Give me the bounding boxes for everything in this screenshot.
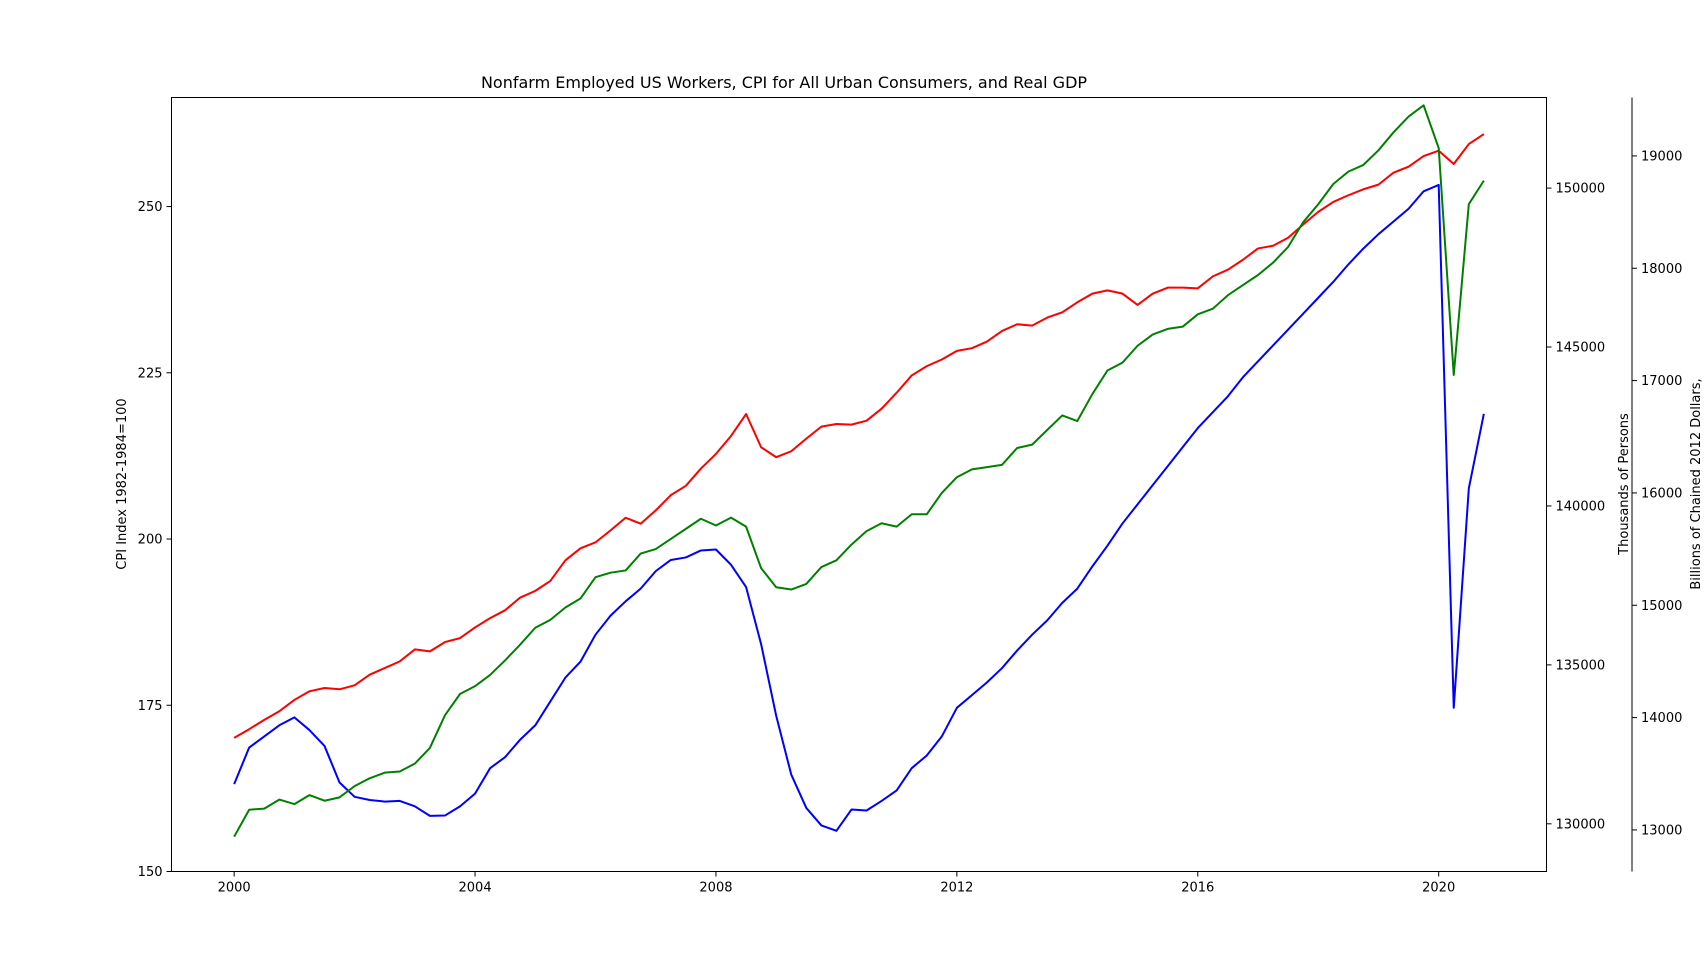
x-tick-label: 2008 — [699, 881, 732, 896]
left-tick-label: 200 — [138, 533, 163, 548]
right2-tick-label: 13000 — [1641, 823, 1682, 838]
left-axis-label: CPI Index 1982-1984=100 — [115, 398, 130, 569]
right2-tick-label: 16000 — [1641, 486, 1682, 501]
right2-axis-label: Billions of Chained 2012 Dollars, — [1689, 378, 1704, 589]
x-tick-label: 2000 — [218, 881, 251, 896]
x-tick-label: 2020 — [1422, 881, 1455, 896]
x-tick-label: 2016 — [1181, 881, 1214, 896]
right-tick-label: 135000 — [1556, 658, 1606, 673]
right2-tick-label: 14000 — [1641, 711, 1682, 726]
cpi-series-line — [233, 133, 1485, 739]
x-tick-label: 2004 — [459, 881, 492, 896]
right-tick-label: 145000 — [1556, 341, 1606, 356]
employment-series-line — [233, 183, 1485, 832]
right-axis-label: Thousands of Persons — [1617, 413, 1632, 556]
left-tick-label: 175 — [138, 699, 163, 714]
right2-tick-label: 15000 — [1641, 599, 1682, 614]
x-tick-label: 2012 — [940, 881, 973, 896]
left-tick-label: 150 — [138, 865, 163, 880]
right-tick-label: 140000 — [1556, 499, 1606, 514]
chart-title: Nonfarm Employed US Workers, CPI for All… — [481, 73, 1087, 92]
left-tick-label: 225 — [138, 366, 163, 381]
gdp-series-line — [233, 104, 1485, 838]
right2-tick-label: 19000 — [1641, 149, 1682, 164]
right-tick-label: 150000 — [1556, 182, 1606, 197]
left-tick-label: 250 — [138, 200, 163, 215]
right2-tick-label: 17000 — [1641, 374, 1682, 389]
plot-frame — [171, 97, 1547, 872]
right2-tick-label: 18000 — [1641, 262, 1682, 277]
right-tick-label: 130000 — [1556, 817, 1606, 832]
